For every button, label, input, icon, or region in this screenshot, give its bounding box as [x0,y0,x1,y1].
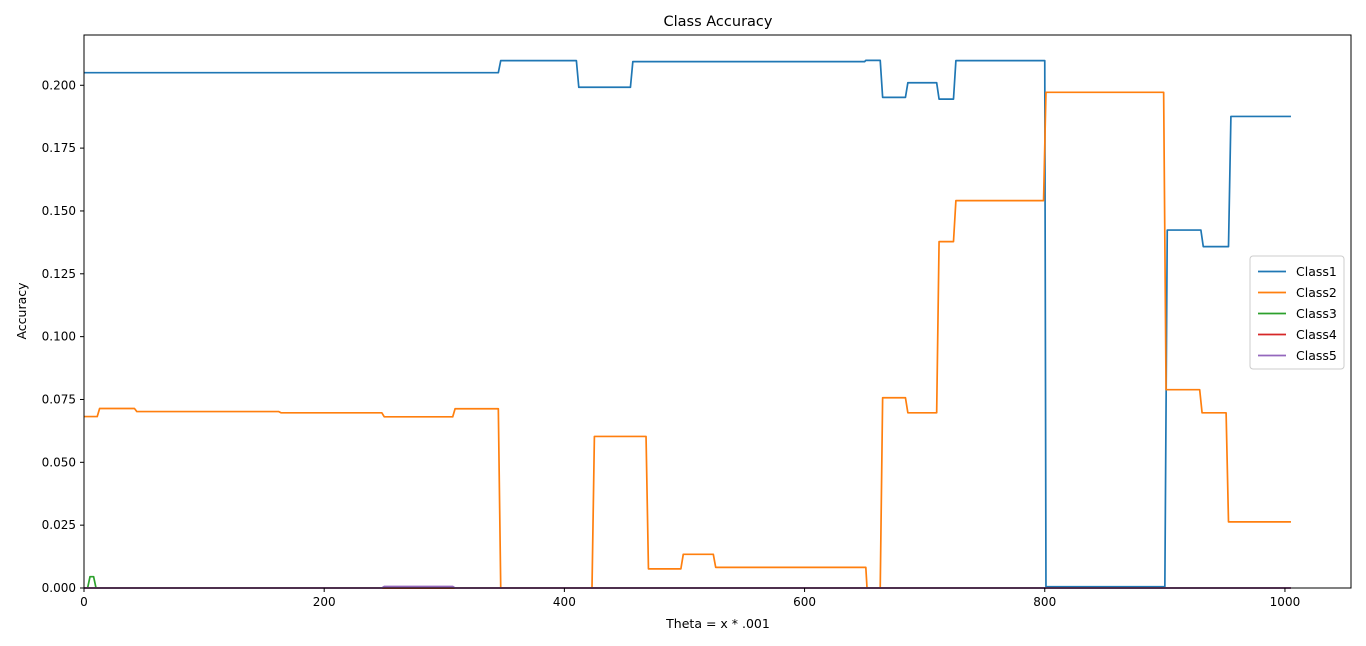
x-tick-label: 200 [313,595,336,609]
y-tick-label: 0.200 [42,78,76,92]
y-axis-ticks: 0.000 0.025 0.050 0.075 0.100 0.125 0.150 0.175… [42,78,84,595]
chart-title: Class Accuracy [664,14,773,30]
y-tick-label: 0.075 [42,392,76,406]
x-axis-label: Theta = x * .001 [665,616,770,631]
series-line-class2 [84,91,1291,589]
legend-label-class2: Class2 [1296,285,1337,300]
y-tick-label: 0.150 [42,204,76,218]
plot-area [84,35,1351,588]
legend: Class1 Class2 Class3 Class4 Class5 [1249,255,1345,370]
y-tick-label: 0.125 [42,267,76,281]
legend-box [1249,255,1345,370]
x-tick-label: 1000 [1270,595,1301,609]
x-tick-label: 600 [793,595,816,609]
x-tick-label: 0 [80,595,88,609]
x-tick-label: 800 [1033,595,1056,609]
x-tick-label: 400 [553,595,576,609]
legend-label-class5: Class5 [1296,348,1337,363]
series-line-class1 [84,59,1291,588]
x-axis-ticks: 0 200 400 600 800 1000 [80,588,1300,609]
legend-label-class4: Class4 [1296,327,1337,342]
y-tick-label: 0.000 [42,581,76,595]
y-tick-label: 0.050 [42,455,76,469]
y-axis-label: Accuracy [14,282,29,340]
y-tick-label: 0.100 [42,330,76,344]
y-tick-label: 0.175 [42,141,76,155]
y-tick-label: 0.025 [42,518,76,532]
plot-frame [83,34,1352,589]
legend-label-class1: Class1 [1296,264,1337,279]
legend-label-class3: Class3 [1296,306,1337,321]
